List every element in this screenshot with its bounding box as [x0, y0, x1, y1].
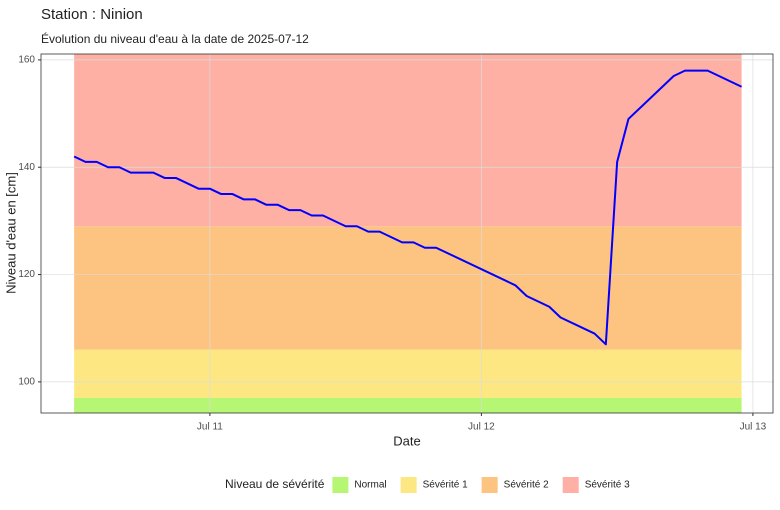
chart-subtitle: Évolution du niveau d'eau à la date de 2… — [41, 31, 309, 46]
x-axis-label: Date — [393, 433, 420, 448]
legend-label: Normal — [354, 480, 386, 491]
y-tick-label: 160 — [18, 55, 35, 66]
water-level-line — [73, 69, 743, 346]
severity-band — [74, 397, 742, 413]
legend-label: Sévérité 1 — [423, 480, 468, 491]
legend-label: Sévérité 3 — [585, 480, 630, 491]
x-tick-label: Jul 13 — [740, 422, 767, 433]
severity-band — [74, 349, 742, 398]
legend-title: Niveau de sévérité — [225, 477, 325, 491]
y-axis-label: Niveau d'eau en [cm] — [3, 172, 18, 294]
legend-label: Sévérité 2 — [504, 480, 549, 491]
y-tick-label: 120 — [18, 269, 35, 280]
legend-swatch — [562, 477, 579, 493]
legend-swatch — [332, 477, 349, 493]
legend-swatch — [400, 477, 417, 493]
severity-band — [74, 54, 742, 227]
chart-title: Station : Ninion — [41, 6, 143, 23]
y-tick-label: 140 — [18, 162, 35, 173]
legend-swatch — [481, 477, 498, 493]
x-tick-label: Jul 11 — [197, 422, 223, 433]
plot-border — [40, 53, 774, 414]
x-tick-label: Jul 12 — [468, 422, 495, 433]
severity-band — [74, 226, 742, 350]
y-tick-label: 100 — [18, 377, 35, 388]
